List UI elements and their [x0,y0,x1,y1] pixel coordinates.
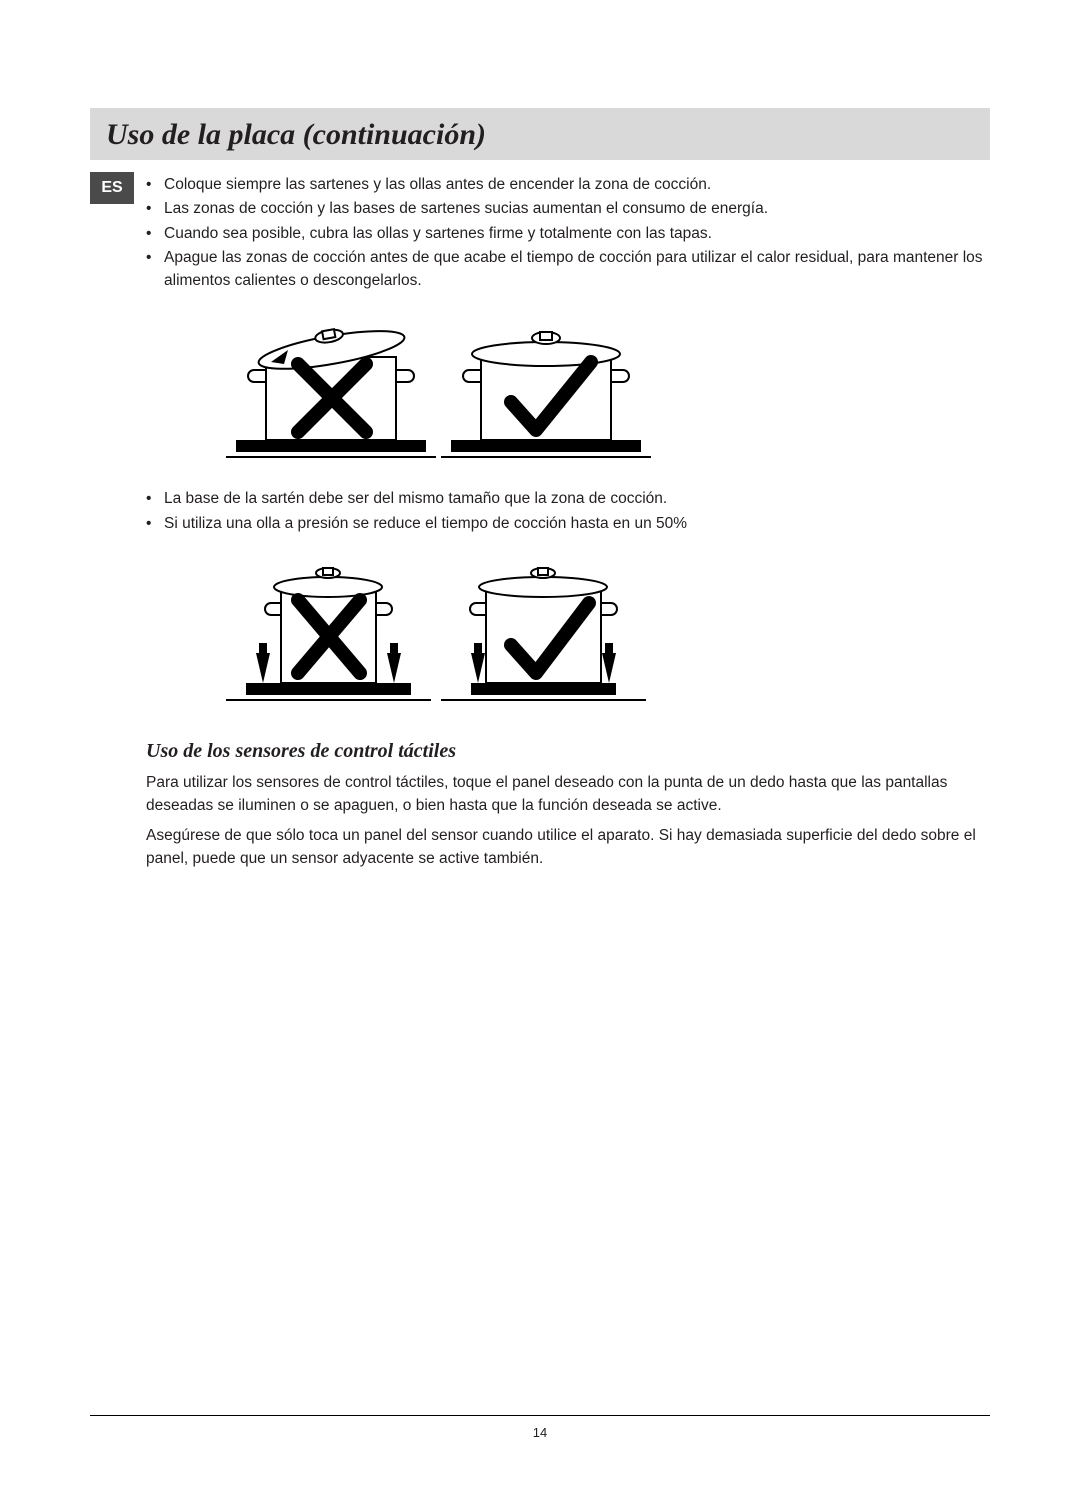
page-number: 14 [0,1425,1080,1440]
pot-size-correct-icon [441,568,646,700]
body-paragraph: Asegúrese de que sólo toca un panel del … [146,825,990,870]
footer-rule [90,1415,990,1416]
body-paragraph: Para utilizar los sensores de control tá… [146,772,990,817]
language-tab: ES [90,172,134,204]
pot-wrong-icon [226,318,436,458]
bullet-list-mid: La base de la sartén debe ser del mismo … [146,488,990,535]
list-item: Coloque siempre las sartenes y las ollas… [146,174,990,196]
list-item: La base de la sartén debe ser del mismo … [146,488,990,510]
figure-lid-usage [226,302,990,472]
subsection-heading: Uso de los sensores de control táctiles [146,737,990,766]
pot-size-wrong-icon [226,568,431,700]
list-item: Cuando sea posible, cubra las ollas y sa… [146,223,990,245]
section-title-bar: Uso de la placa (continuación) [90,108,990,160]
list-item: Si utiliza una olla a presión se reduce … [146,513,990,535]
list-item: Las zonas de cocción y las bases de sart… [146,198,990,220]
list-item: Apague las zonas de cocción antes de que… [146,247,990,292]
bullet-list-top: Coloque siempre las sartenes y las ollas… [146,174,990,292]
pot-correct-icon [441,332,651,457]
figure-pan-size [226,545,990,715]
section-title: Uso de la placa (continuación) [106,118,974,152]
